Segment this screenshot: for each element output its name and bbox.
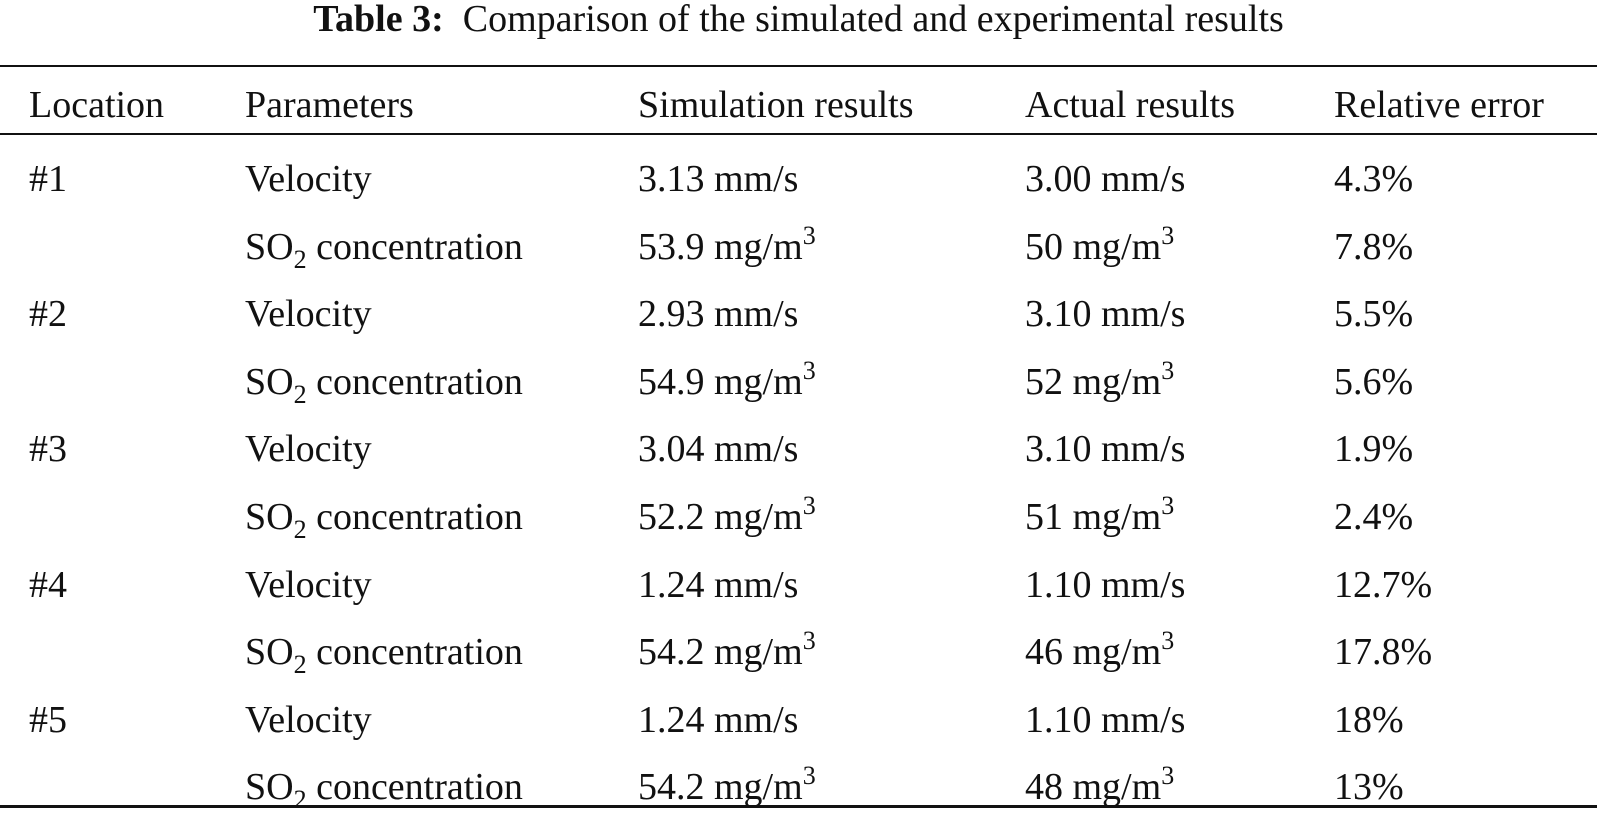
- simulation-cell: 3.13 mm/s: [638, 158, 799, 200]
- parameter-cell: SO2 concentration: [245, 766, 523, 814]
- table-row: #1 Velocity 3.13 mm/s 3.00 mm/s 4.3%: [0, 156, 1597, 202]
- error-cell: 17.8%: [1334, 631, 1433, 674]
- actual-cell: 3.00 mm/s: [1025, 158, 1186, 200]
- actual-cell: 46 mg/m3: [1025, 626, 1175, 674]
- table-row: SO2 concentration 54.9 mg/m3 52 mg/m3 5.6%: [0, 355, 1597, 409]
- table-row: #5 Velocity 1.24 mm/s 1.10 mm/s 18%: [0, 697, 1597, 743]
- table-row: SO2 concentration 54.2 mg/m3 48 mg/m3 13%: [0, 761, 1597, 814]
- location-cell: #4: [29, 563, 67, 606]
- subscript: 2: [293, 515, 307, 544]
- parameter-cell: Velocity: [245, 158, 372, 200]
- subscript: 2: [293, 379, 307, 409]
- superscript: 3: [802, 355, 816, 385]
- superscript: 3: [802, 491, 816, 520]
- actual-cell: 3.10 mm/s: [1025, 293, 1186, 336]
- parameter-cell: SO2 concentration: [245, 631, 523, 680]
- actual-cell: 1.10 mm/s: [1025, 563, 1186, 606]
- error-cell: 13%: [1334, 766, 1404, 809]
- actual-cell: 48 mg/m3: [1025, 761, 1175, 809]
- error-cell: 5.6%: [1334, 360, 1414, 403]
- parameter-cell: Velocity: [245, 698, 372, 741]
- subscript: 2: [293, 650, 307, 680]
- simulation-cell: 54.2 mg/m3: [638, 761, 816, 809]
- superscript: 3: [802, 220, 816, 250]
- simulation-cell: 52.2 mg/m3: [638, 491, 816, 539]
- simulation-cell: 54.9 mg/m3: [638, 355, 816, 403]
- simulation-cell: 1.24 mm/s: [638, 698, 799, 741]
- table-row: #3 Velocity 3.04 mm/s 3.10 mm/s 1.9%: [0, 426, 1597, 472]
- parameter-cell: Velocity: [245, 293, 372, 336]
- parameter-cell: SO2 concentration: [245, 496, 523, 544]
- simulation-cell: 53.9 mg/m3: [638, 220, 816, 268]
- superscript: 3: [1161, 491, 1175, 520]
- error-cell: 5.5%: [1334, 293, 1414, 336]
- location-cell: #1: [29, 158, 67, 200]
- location-cell: #3: [29, 428, 67, 471]
- superscript: 3: [802, 626, 816, 656]
- header-rule: [0, 133, 1597, 135]
- parameter-cell: Velocity: [245, 563, 372, 606]
- caption-text: Comparison of the simulated and experime…: [462, 0, 1284, 40]
- error-cell: 2.4%: [1334, 496, 1414, 538]
- superscript: 3: [1161, 626, 1175, 656]
- table-row: SO2 concentration 54.2 mg/m3 46 mg/m3 17.8%: [0, 626, 1597, 680]
- superscript: 3: [1161, 220, 1175, 250]
- header-row: Location Parameters Simulation results A…: [0, 82, 1597, 128]
- header-parameters: Parameters: [245, 84, 414, 126]
- superscript: 3: [1161, 355, 1175, 385]
- parameter-cell: Velocity: [245, 428, 372, 471]
- table-caption: Table 3: Comparison of the simulated and…: [0, 0, 1597, 42]
- header-location: Location: [29, 84, 165, 126]
- parameter-cell: SO2 concentration: [245, 225, 523, 274]
- actual-cell: 3.10 mm/s: [1025, 428, 1186, 471]
- error-cell: 18%: [1334, 698, 1404, 741]
- table-row: #2 Velocity 2.93 mm/s 3.10 mm/s 5.5%: [0, 291, 1597, 337]
- top-rule: [0, 65, 1597, 67]
- error-cell: 7.8%: [1334, 225, 1414, 268]
- caption-label: Table 3:: [313, 0, 444, 40]
- simulation-cell: 3.04 mm/s: [638, 428, 799, 471]
- actual-cell: 1.10 mm/s: [1025, 698, 1186, 741]
- error-cell: 1.9%: [1334, 428, 1414, 471]
- location-cell: #2: [29, 293, 67, 336]
- actual-cell: 51 mg/m3: [1025, 491, 1175, 539]
- simulation-cell: 1.24 mm/s: [638, 563, 799, 606]
- subscript: 2: [293, 244, 307, 274]
- superscript: 3: [802, 761, 816, 791]
- error-cell: 12.7%: [1334, 563, 1433, 606]
- subscript: 2: [293, 785, 307, 814]
- table-row: #4 Velocity 1.24 mm/s 1.10 mm/s 12.7%: [0, 562, 1597, 608]
- actual-cell: 50 mg/m3: [1025, 220, 1175, 268]
- superscript: 3: [1161, 761, 1175, 791]
- simulation-cell: 2.93 mm/s: [638, 293, 799, 336]
- header-simulation: Simulation results: [638, 84, 914, 126]
- parameter-cell: SO2 concentration: [245, 360, 523, 409]
- table-row: SO2 concentration 53.9 mg/m3 50 mg/m3 7.8%: [0, 220, 1597, 274]
- actual-cell: 52 mg/m3: [1025, 355, 1175, 403]
- header-error: Relative error: [1334, 84, 1544, 126]
- error-cell: 4.3%: [1334, 158, 1414, 200]
- table-row: SO2 concentration 52.2 mg/m3 51 mg/m3 2.4%: [0, 491, 1597, 544]
- simulation-cell: 54.2 mg/m3: [638, 626, 816, 674]
- location-cell: #5: [29, 698, 67, 741]
- header-actual: Actual results: [1025, 84, 1236, 126]
- bottom-rule: [0, 805, 1597, 808]
